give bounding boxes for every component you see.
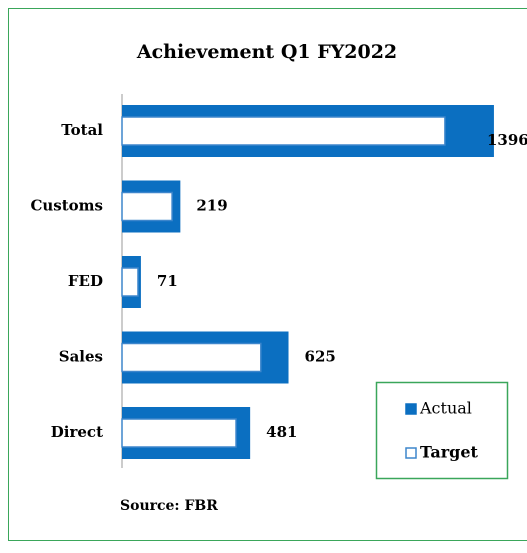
- bar-target: [122, 193, 172, 221]
- data-label: 1396: [487, 131, 527, 149]
- legend-label: Actual: [419, 399, 472, 418]
- legend-marker: [406, 448, 416, 458]
- bar-target: [122, 117, 445, 145]
- chart-title: Achievement Q1 FY2022: [136, 41, 397, 63]
- y-tick-label: FED: [68, 272, 103, 290]
- legend-box: [377, 383, 508, 479]
- bar-target: [122, 268, 138, 296]
- data-label: 71: [157, 272, 178, 290]
- source-note: Source: FBR: [120, 498, 218, 514]
- y-tick-label: Direct: [51, 423, 103, 441]
- data-label: 219: [196, 197, 227, 215]
- legend-marker: [406, 404, 416, 414]
- y-tick-label: Sales: [59, 348, 103, 366]
- bar-target: [122, 419, 236, 447]
- y-tick-label: Customs: [30, 197, 103, 215]
- bar-target: [122, 344, 261, 372]
- y-tick-label: Total: [61, 121, 103, 139]
- legend-label: Target: [420, 443, 479, 462]
- data-label: 481: [266, 423, 297, 441]
- data-label: 625: [305, 348, 336, 366]
